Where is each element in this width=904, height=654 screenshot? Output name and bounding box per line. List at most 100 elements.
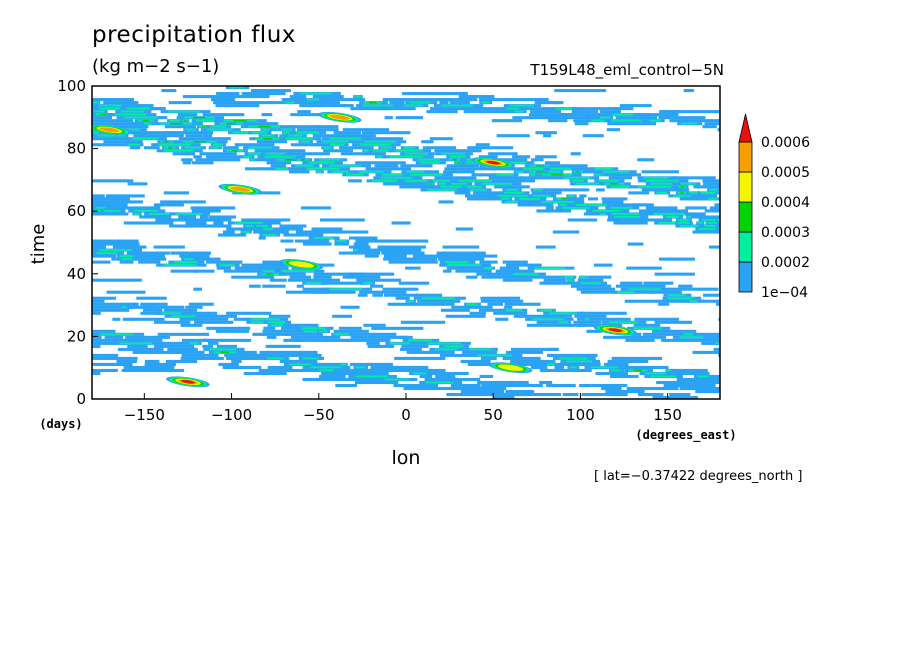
precip-level-1-patch [243,371,287,376]
precip-level-1-patch [588,197,599,201]
precip-level-1-patch [526,323,535,327]
precip-level-1-patch [92,371,101,376]
precip-level-1-patch [530,365,548,369]
precip-level-2-patch [532,318,564,321]
precip-level-1-patch [456,188,466,192]
colorbar-label: 1e−04 [761,285,808,301]
precip-level-1-patch [338,326,362,330]
precip-level-2-patch [120,110,145,113]
precip-level-1-patch [557,113,579,117]
precip-level-1-patch [265,344,301,348]
precip-level-1-patch [279,272,306,276]
precip-level-1-patch [703,335,720,339]
precip-level-1-patch [104,335,119,339]
precip-level-1-patch [366,341,380,345]
precip-level-1-patch [401,344,429,348]
x-axis: −150 −100 −50 0 50 100 150 [124,393,682,424]
precip-level-1-patch [645,206,678,210]
precip-peak-contour [288,261,315,268]
precip-level-1-patch [267,365,293,369]
precip-level-1-patch [454,191,471,195]
precip-level-2-patch [262,128,270,131]
precip-level-1-patch [669,119,690,123]
precip-level-3-patch [561,198,568,200]
precip-level-1-patch [193,155,202,159]
precip-level-1-patch [493,395,515,399]
precip-level-2-patch [600,116,610,119]
precip-level-1-patch [353,242,369,246]
precip-level-2-patch [264,155,296,158]
precip-level-2-patch [633,327,662,330]
precip-level-1-patch [536,320,557,324]
y-tick-label: 60 [67,202,86,220]
precip-level-2-patch [308,161,335,164]
precip-level-2-patch [322,140,349,143]
precip-level-1-patch [297,110,311,114]
precip-level-1-patch [328,371,339,376]
precip-level-1-patch [425,356,446,360]
precip-level-1-patch [685,206,707,210]
precip-level-2-patch [382,173,412,176]
precip-level-1-patch [446,392,483,397]
precip-level-1-patch [445,314,486,318]
precip-level-1-patch [519,176,558,180]
precip-level-2-patch [608,321,638,324]
precip-level-2-patch [248,152,266,155]
precip-level-1-patch [446,164,480,168]
precip-level-1-patch [534,101,559,105]
precip-level-1-patch [265,266,289,270]
precip-level-1-patch [207,341,219,345]
precip-level-1-patch [153,245,185,249]
precip-level-1-patch [632,203,648,207]
precip-level-1-patch [384,116,393,120]
precip-level-2-patch [93,101,99,104]
precip-peak-contour [99,127,120,133]
precip-level-2-patch [189,342,199,345]
precip-level-1-patch [579,383,592,388]
precip-level-2-patch [280,128,293,131]
precip-level-3-patch [452,159,457,161]
precip-level-1-patch [436,254,452,258]
precip-level-2-patch [547,170,560,173]
precip-level-1-patch [262,329,302,333]
precip-level-1-patch [535,245,556,249]
precip-level-1-patch [653,209,688,213]
precip-level-1-patch [352,332,364,336]
precip-level-3-patch [169,122,183,125]
precip-level-1-patch [387,302,417,306]
precip-level-2-patch [346,173,364,176]
precip-level-2-patch [121,306,127,309]
precip-level-2-patch [209,348,237,351]
precip-level-1-patch [122,317,133,321]
precip-level-1-patch [435,374,456,379]
precip-level-1-patch [92,239,139,243]
precip-level-1-patch [399,347,422,351]
precip-level-1-patch [92,194,105,198]
precip-level-1-patch [359,290,407,294]
precip-level-1-patch [388,260,438,264]
precip-level-2-patch [603,170,629,173]
precip-level-1-patch [92,362,133,366]
x-tick-label: 0 [401,406,411,424]
precip-level-2-patch [683,333,694,336]
precip-level-1-patch [370,365,399,369]
precip-level-2-patch [680,122,698,125]
precip-level-2-patch [313,237,334,239]
precip-level-1-patch [218,137,231,141]
precip-level-1-patch [349,236,378,240]
precip-level-1-patch [400,164,433,168]
precip-level-2-patch [539,309,553,312]
precip-level-2-patch [362,104,393,107]
precip-level-2-patch [408,339,432,342]
precip-level-1-patch [670,368,708,373]
precip-level-2-patch [329,288,362,291]
precip-level-1-patch [549,347,557,351]
precip-level-1-patch [140,302,168,306]
precip-level-1-patch [233,317,250,321]
precip-level-1-patch [538,362,547,366]
precip-level-1-patch [613,221,648,225]
precip-level-2-patch [644,372,669,375]
precip-level-1-patch [417,299,461,303]
precip-level-2-patch [212,143,223,146]
precip-level-2-patch [94,110,105,113]
